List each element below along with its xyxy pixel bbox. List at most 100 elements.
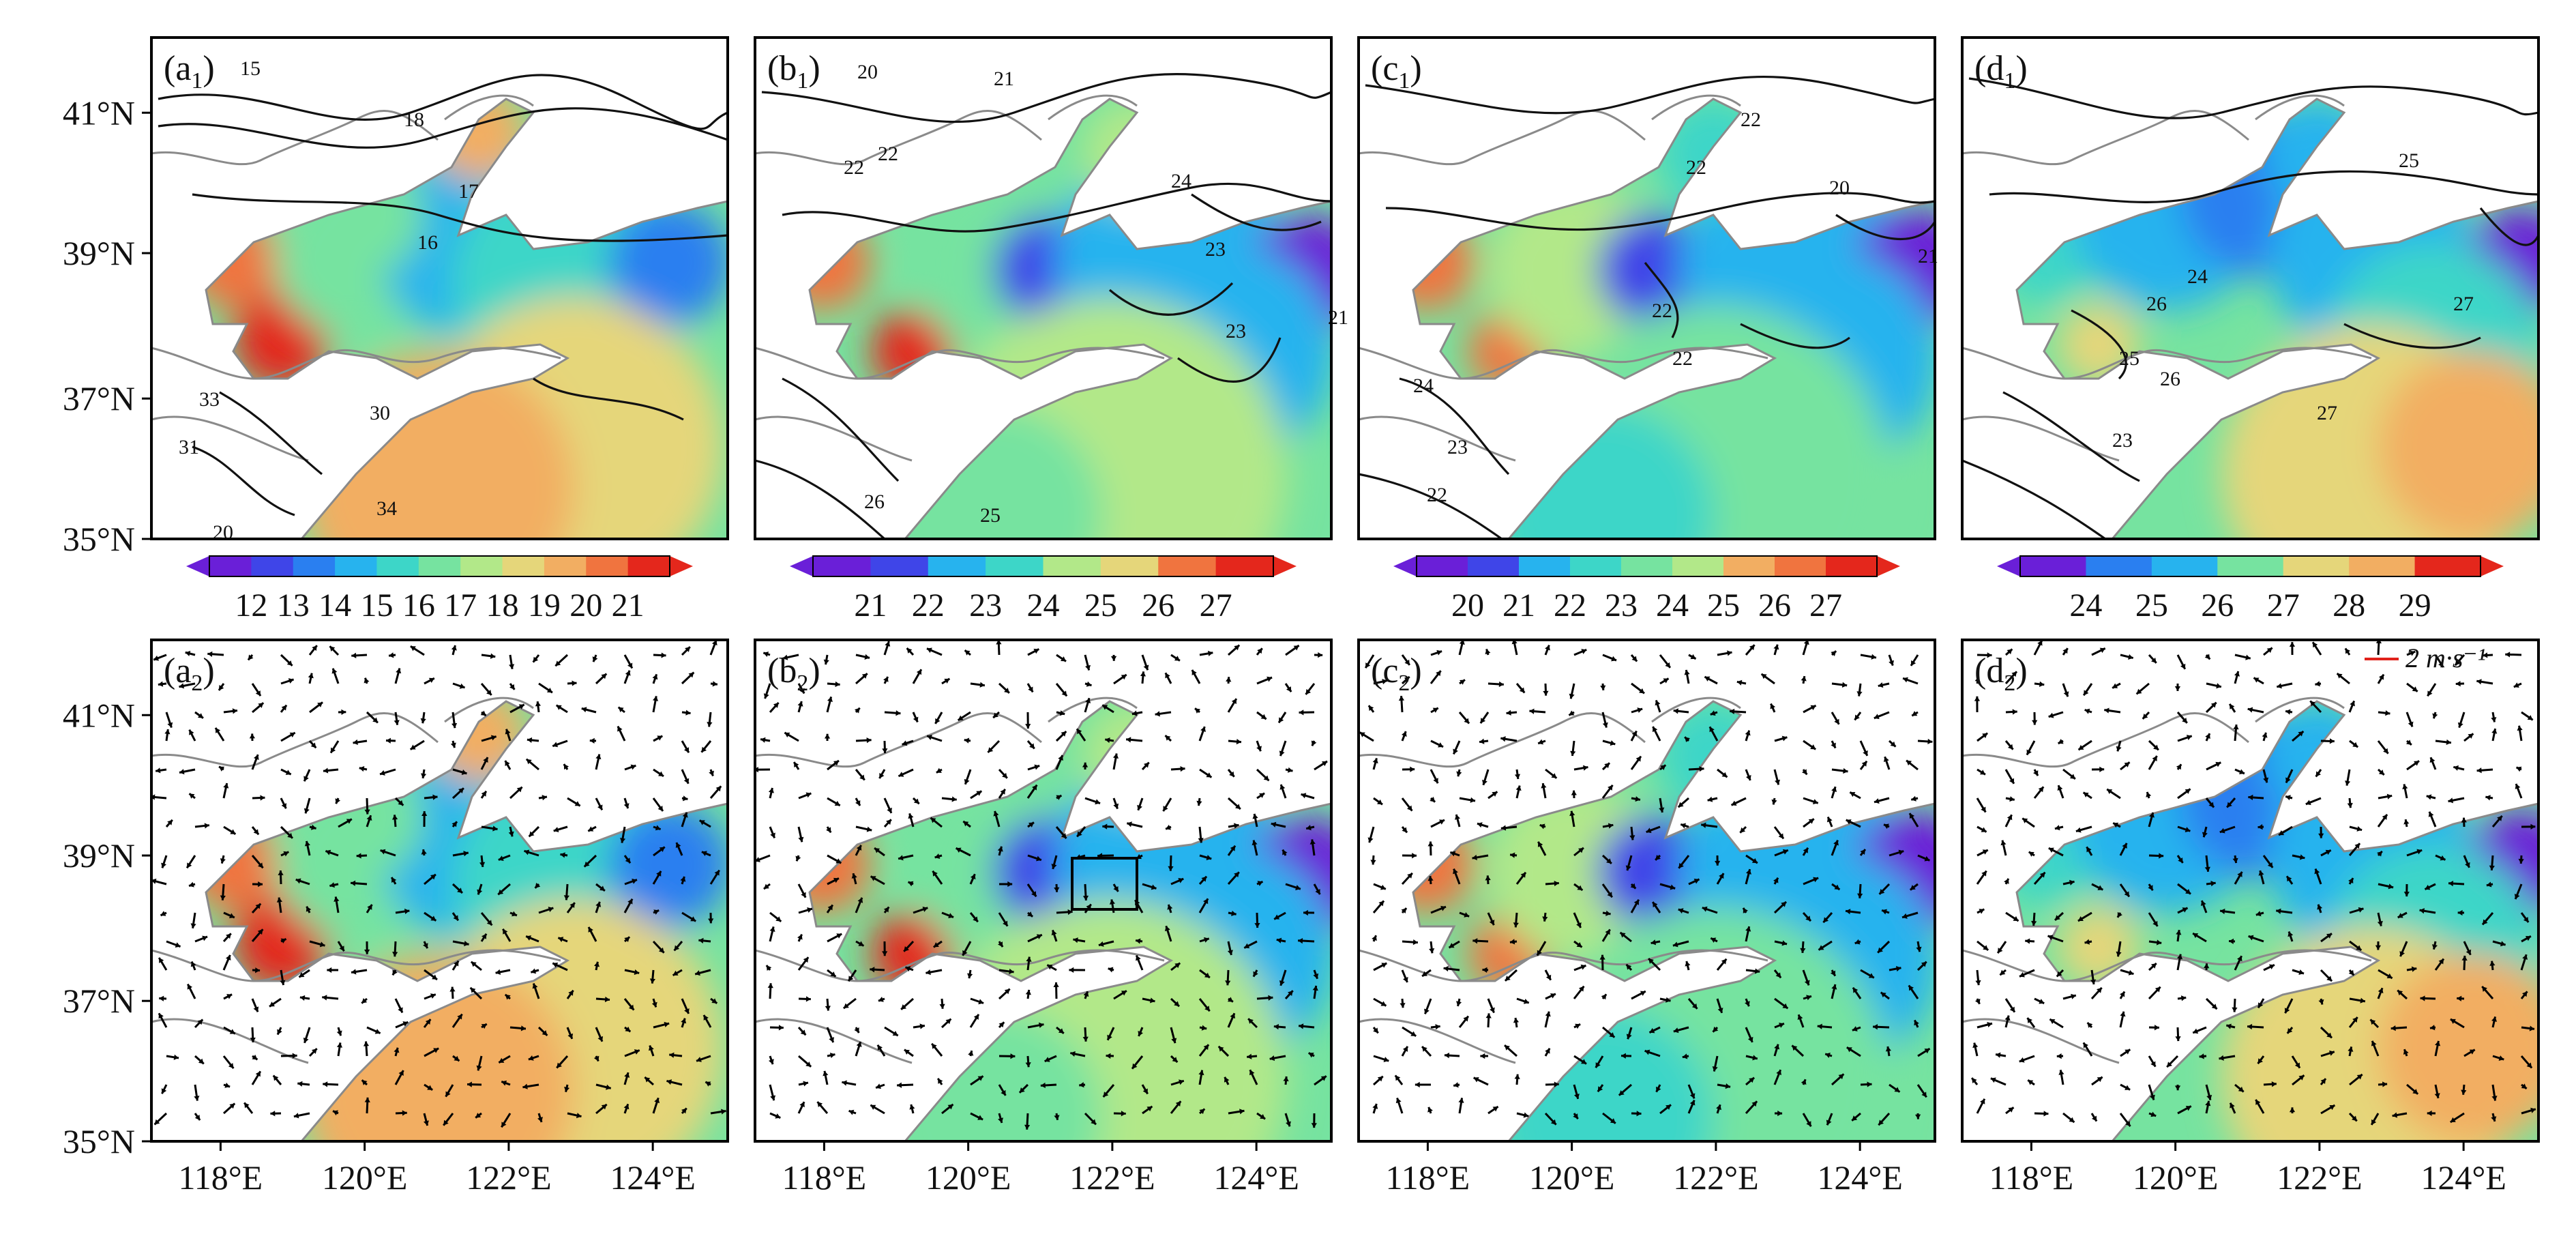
wind-arrow-head: [1646, 827, 1652, 834]
wind-arrow-head: [475, 1113, 482, 1118]
wind-arrow-head: [1655, 855, 1661, 860]
wind-arrow-head: [1149, 997, 1155, 1004]
colorbar-c1: 20 21 22 23 24 25 26 27: [1393, 555, 1900, 624]
wind-arrow-head: [1372, 935, 1377, 941]
wind-arrow-head: [1365, 662, 1371, 669]
wind-arrow-head: [1916, 946, 1922, 952]
wind-arrow-head: [588, 926, 593, 933]
wind-arrow-head: [996, 639, 1002, 645]
wind-arrow-head: [232, 708, 238, 714]
wind-arrow-head: [968, 1051, 974, 1056]
wind-arrow-head: [190, 923, 196, 928]
wind-arrow-head: [1710, 710, 1716, 716]
wind-arrow-head: [1061, 690, 1067, 697]
wind-arrow-head: [556, 705, 562, 710]
wind-arrow-head: [2150, 1111, 2157, 1117]
wind-arrow-head: [2411, 966, 2417, 972]
colorbar-swatch: [1723, 556, 1775, 576]
wind-arrow-head: [2027, 1018, 2032, 1024]
wind-arrow-head: [185, 651, 191, 657]
wind-arrow-head: [797, 934, 803, 940]
wind-arrow-head: [1550, 1119, 1556, 1125]
wind-arrow-head: [278, 870, 284, 875]
wind-arrow-head: [1456, 1001, 1462, 1006]
wind-arrow-head: [2000, 969, 2006, 976]
wind-arrow-head: [190, 961, 196, 967]
wind-arrow-head: [2378, 988, 2384, 994]
wind-arrow-head: [1868, 973, 1874, 978]
wind-arrow-head: [908, 881, 914, 887]
wind-arrow-head: [2153, 744, 2159, 750]
wind-arrow-head: [481, 791, 486, 797]
wind-arrow-head: [1249, 1070, 1255, 1076]
wind-arrow-head: [997, 941, 1003, 948]
wind-arrow-head: [1200, 727, 1206, 733]
wind-arrow-head: [260, 795, 265, 801]
wind-arrow-head: [2247, 1023, 2253, 1030]
wind-arrow-head: [1595, 1062, 1601, 1068]
wind-arrow-head: [189, 729, 194, 735]
wind-arrow-head: [1248, 1019, 1254, 1024]
wind-arrow-head: [1010, 1053, 1016, 1059]
panel-label: (a2): [164, 651, 215, 696]
wind-arrow-head: [775, 1113, 781, 1119]
wind-arrow-head: [2116, 746, 2122, 752]
wind-arrow-head: [1857, 893, 1863, 898]
wind-arrow-head: [653, 909, 660, 915]
wind-arrow-head: [1025, 724, 1031, 729]
wind-arrow-head: [1979, 770, 1985, 775]
wind-arrow-head: [1854, 714, 1860, 720]
wind-arrow-head: [1911, 795, 1916, 802]
wind-arrow-head: [763, 651, 769, 657]
wind-arrow-head: [312, 645, 317, 651]
wind-arrow-head: [450, 742, 456, 748]
wind-arrow-head: [2057, 785, 2063, 791]
wind-arrow-head: [528, 1055, 534, 1061]
wind-arrow-head: [1637, 707, 1643, 714]
wind-arrow-head: [2399, 951, 2405, 957]
colorbar-swatch: [2283, 556, 2350, 576]
wind-arrow-head: [803, 1081, 808, 1087]
wind-arrow-head: [835, 681, 840, 688]
wind-arrow-head: [908, 813, 914, 819]
wind-arrow-head: [1656, 1086, 1661, 1092]
wind-arrow-head: [1570, 750, 1576, 756]
panel-label-subscript: 1: [797, 68, 808, 93]
wind-arrow-head: [391, 815, 398, 820]
wind-arrow-head: [805, 996, 811, 1002]
wind-arrow-head: [1036, 934, 1042, 939]
wind-arrow-head: [773, 703, 779, 708]
wind-arrow-head: [516, 787, 522, 793]
wind-arrow-head: [1253, 971, 1258, 977]
wind-arrow-head: [2007, 744, 2013, 750]
wind-arrow-head: [1909, 813, 1915, 819]
wind-arrow-head: [902, 740, 908, 746]
wind-arrow-head: [432, 974, 438, 980]
colorbar-tick-label: 21: [854, 587, 887, 624]
wind-arrow-head: [2305, 800, 2311, 806]
wind-arrow-head: [1805, 916, 1811, 922]
contour-label: 25: [980, 504, 1001, 527]
wind-arrow-head: [2180, 995, 2187, 1001]
wind-arrow-head: [2266, 647, 2272, 654]
isotherm: [158, 107, 728, 149]
wind-arrow-head: [1981, 870, 1987, 877]
wind-arrow-head: [179, 683, 185, 689]
wind-arrow-head: [1856, 691, 1863, 697]
wind-arrow-head: [2345, 780, 2351, 786]
lon-tick-label: 122°E: [2277, 1158, 2363, 1197]
wind-arrow-head: [1404, 676, 1410, 682]
wind-arrow-head: [2149, 1094, 2155, 1100]
wind-arrow-head: [2329, 1050, 2335, 1056]
wind-arrow-head: [512, 911, 517, 917]
wind-arrow-head: [2087, 1022, 2093, 1028]
wind-arrow-head: [1073, 937, 1078, 943]
wind-arrow-head: [1032, 785, 1037, 791]
wind-arrow-head: [306, 906, 312, 912]
wind-arrow-head: [1539, 823, 1545, 830]
wind-arrow-head: [2257, 1058, 2263, 1064]
wind-arrow-head: [2084, 939, 2090, 945]
wind-arrow-head: [2352, 1017, 2358, 1023]
wind-arrow-head: [1631, 656, 1638, 662]
